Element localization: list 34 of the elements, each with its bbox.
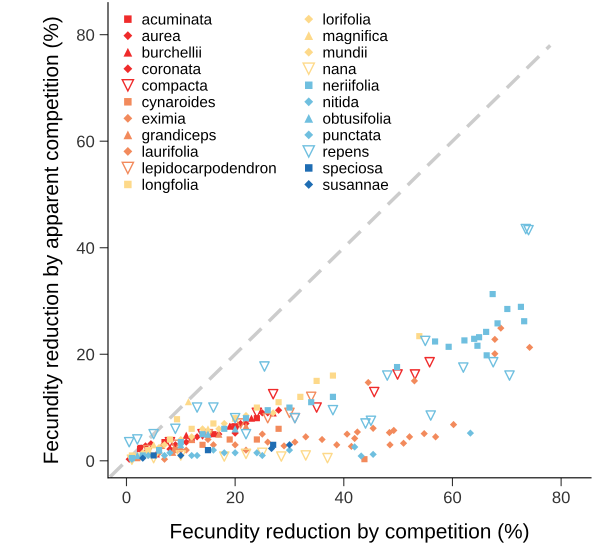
y-tick-label: 80	[76, 29, 94, 41]
y-tick-label: 60	[77, 136, 94, 148]
legend-label: longfolia	[142, 178, 199, 193]
legend-label: coronata	[142, 64, 202, 74]
legend-label: nana	[324, 66, 356, 74]
legend-label: compacta	[142, 80, 208, 94]
legend-label: punctata	[323, 130, 382, 144]
legend-label: speciosa	[322, 162, 383, 176]
legend-label: acuminata	[142, 13, 212, 25]
legend-label: laurifolia	[142, 146, 199, 157]
x-tick-label: 60	[444, 491, 462, 504]
legend-label: repens	[324, 148, 369, 160]
legend-label: neriifolia	[324, 80, 380, 91]
y-tick-label: 40	[76, 242, 94, 254]
legend-label: lorifolia	[324, 13, 371, 25]
legend-label: burchellii	[142, 46, 201, 58]
legend-label: nitida	[324, 96, 360, 108]
legend-label: susannae	[322, 182, 388, 190]
legend-label: obtusifolia	[323, 112, 392, 124]
x-axis-title: Fecundity reduction by competition (%)	[171, 523, 528, 543]
y-tick-label: 0	[86, 455, 94, 467]
x-tick-label: 20	[226, 491, 244, 504]
x-tick-label: 40	[334, 491, 352, 504]
legend-label: magnifica	[324, 30, 388, 44]
legend-label: lepidocarpodendron	[142, 162, 276, 176]
y-axis-title: Fecundity reduction by apparent competition (%)	[42, 17, 62, 463]
legend-label: cynaroides	[142, 96, 215, 110]
legend-label: mundii	[324, 46, 366, 58]
x-tick-label: 0	[122, 491, 130, 504]
legend-label: eximia	[142, 112, 186, 124]
x-tick-label: 80	[552, 491, 570, 504]
legend-label: grandiceps	[142, 129, 216, 144]
y-tick-label: 20	[77, 348, 94, 360]
legend-label: aurea	[142, 32, 181, 42]
